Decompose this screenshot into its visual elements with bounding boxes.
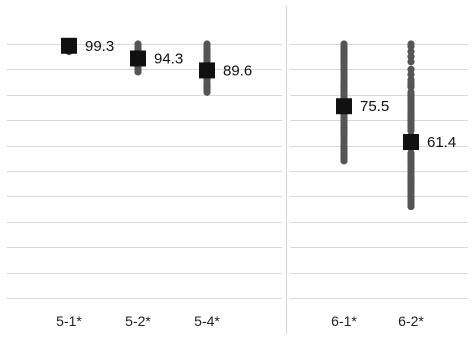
data-point — [407, 70, 415, 79]
gridlines — [7, 44, 468, 299]
data-point — [407, 202, 415, 211]
data-point — [407, 83, 415, 91]
data-point — [134, 68, 142, 76]
category-group: 89.6 5-4* — [194, 40, 252, 329]
data-point — [407, 58, 415, 66]
category-label: 6-2* — [398, 313, 424, 329]
category-group: 99.3 5-1* — [56, 37, 114, 329]
category-group: 94.3 5-2* — [125, 40, 183, 329]
mean-marker — [336, 98, 352, 115]
mean-label: 75.5 — [360, 98, 389, 115]
category-group: 75.5 6-1* — [331, 40, 389, 329]
category-label: 5-1* — [56, 313, 82, 329]
data-point — [407, 42, 415, 51]
data-point — [407, 126, 415, 134]
category-label: 5-2* — [125, 313, 151, 329]
data-point — [407, 65, 415, 73]
data-point — [407, 53, 415, 61]
mean-label: 61.4 — [427, 134, 456, 151]
category-label: 5-4* — [194, 313, 220, 329]
mean-marker — [199, 62, 215, 79]
data-point — [407, 48, 415, 56]
mean-label: 99.3 — [85, 38, 114, 55]
data-point — [203, 88, 211, 96]
mean-label: 89.6 — [223, 62, 252, 79]
mean-marker — [403, 134, 419, 151]
mean-marker — [130, 50, 146, 67]
data-point — [340, 157, 348, 165]
category-group: 61.4 6-2* — [398, 40, 456, 329]
category-label: 6-1* — [331, 313, 357, 329]
mean-marker — [61, 37, 77, 54]
mean-label: 94.3 — [154, 50, 183, 67]
